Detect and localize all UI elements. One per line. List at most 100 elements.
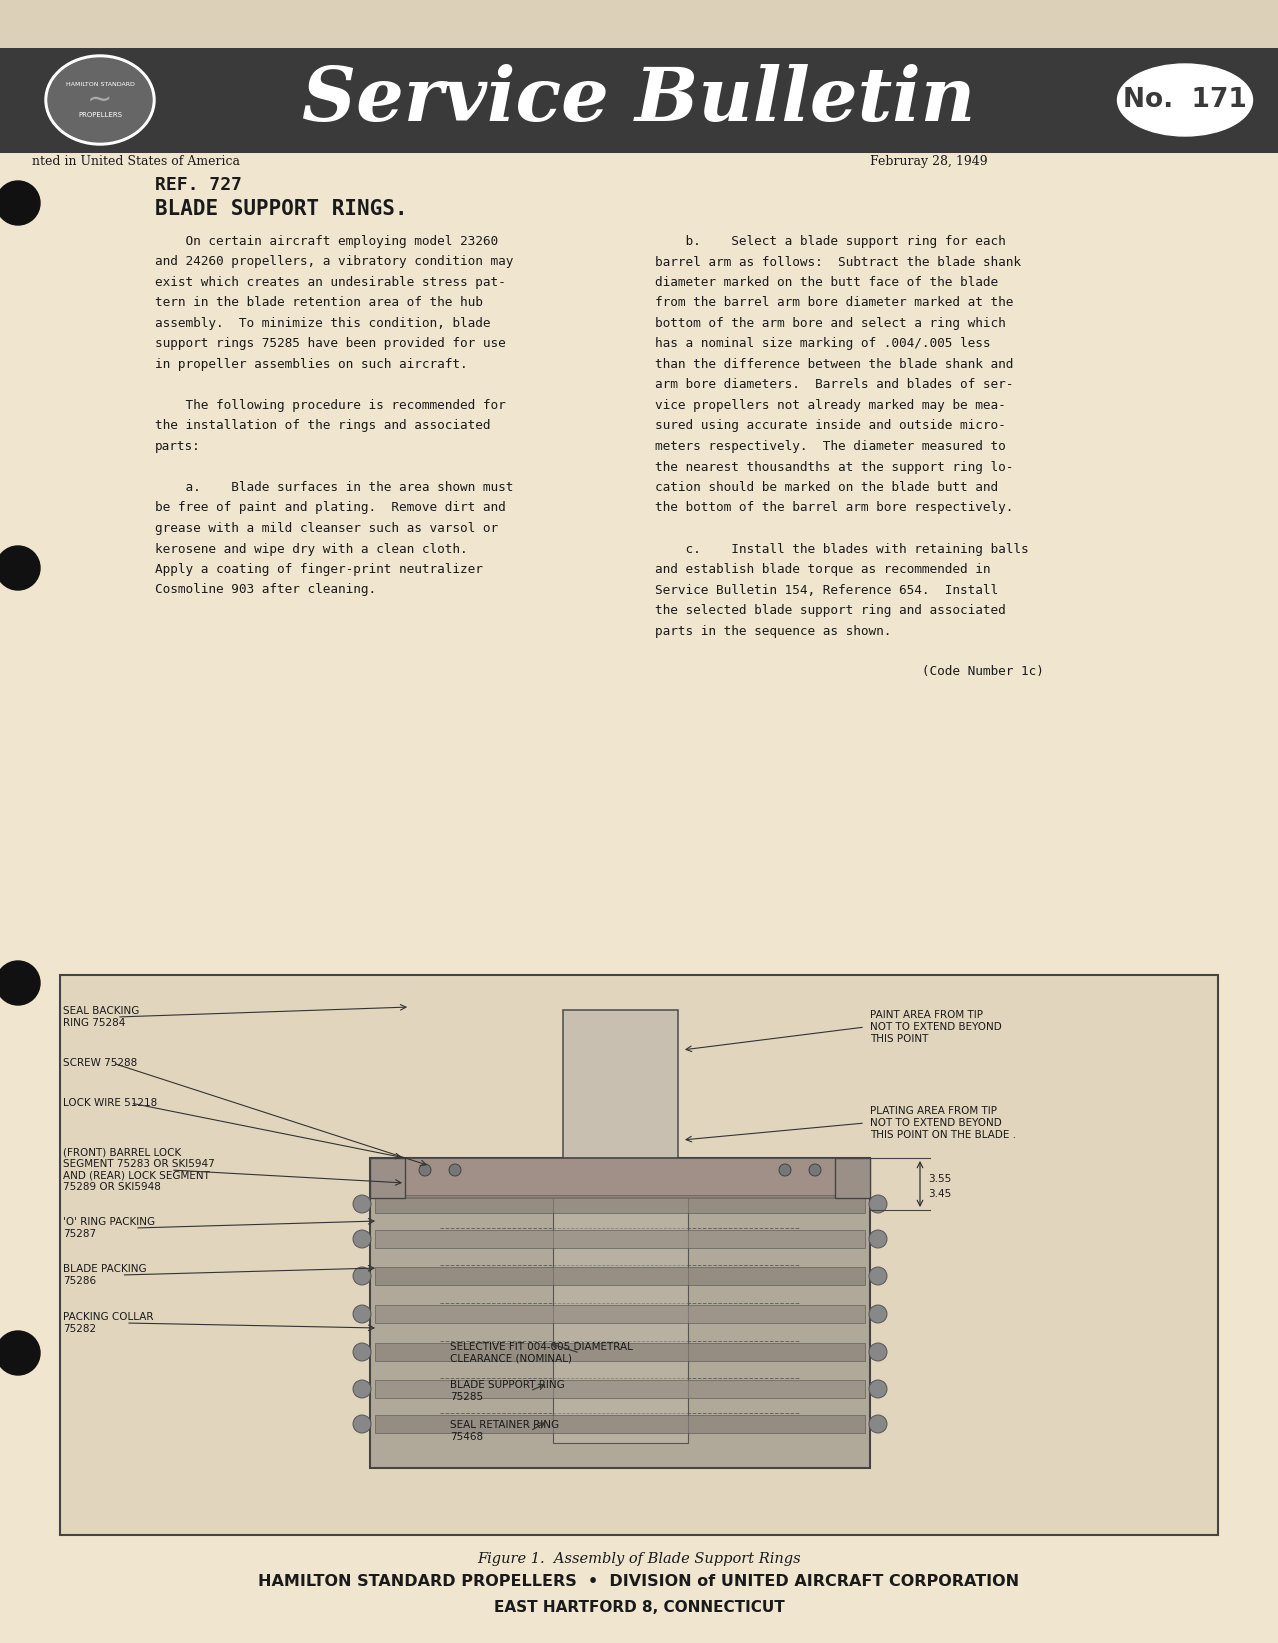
Text: REF. 727: REF. 727 [155,176,242,194]
Text: and establish blade torque as recommended in: and establish blade torque as recommende… [656,564,990,577]
Text: SELECTIVE FIT 004-005 DIAMETRAL
CLEARANCE (NOMINAL): SELECTIVE FIT 004-005 DIAMETRAL CLEARANC… [450,1342,633,1364]
Text: BLADE SUPPORT RING
75285: BLADE SUPPORT RING 75285 [450,1380,565,1401]
Circle shape [869,1231,887,1249]
FancyBboxPatch shape [0,0,1278,48]
Text: Cosmoline 903 after cleaning.: Cosmoline 903 after cleaning. [155,583,376,596]
Text: 3.45: 3.45 [928,1190,951,1199]
Text: exist which creates an undesirable stress pat-: exist which creates an undesirable stres… [155,276,506,289]
Circle shape [449,1163,461,1176]
Text: On certain aircraft employing model 23260: On certain aircraft employing model 2326… [155,235,498,248]
Circle shape [419,1163,431,1176]
FancyBboxPatch shape [374,1231,865,1249]
Circle shape [780,1163,791,1176]
Circle shape [353,1380,371,1398]
Text: grease with a mild cleanser such as varsol or: grease with a mild cleanser such as vars… [155,522,498,536]
Text: parts:: parts: [155,440,201,453]
Text: bottom of the arm bore and select a ring which: bottom of the arm bore and select a ring… [656,317,1006,330]
Circle shape [869,1415,887,1433]
Text: from the barrel arm bore diameter marked at the: from the barrel arm bore diameter marked… [656,296,1013,309]
Text: 'O' RING PACKING
75287: 'O' RING PACKING 75287 [63,1217,155,1239]
Text: sured using accurate inside and outside micro-: sured using accurate inside and outside … [656,419,1006,432]
Text: has a nominal size marking of .004/.005 less: has a nominal size marking of .004/.005 … [656,337,990,350]
Circle shape [353,1194,371,1213]
Text: the bottom of the barrel arm bore respectively.: the bottom of the barrel arm bore respec… [656,501,1013,514]
Text: arm bore diameters.  Barrels and blades of ser-: arm bore diameters. Barrels and blades o… [656,378,1013,391]
Text: be free of paint and plating.  Remove dirt and: be free of paint and plating. Remove dir… [155,501,506,514]
FancyBboxPatch shape [374,1305,865,1323]
FancyBboxPatch shape [400,1158,840,1198]
Text: parts in the sequence as shown.: parts in the sequence as shown. [656,624,891,637]
Text: barrel arm as follows:  Subtract the blade shank: barrel arm as follows: Subtract the blad… [656,256,1021,268]
Circle shape [353,1415,371,1433]
FancyBboxPatch shape [374,1194,865,1213]
Ellipse shape [1117,64,1252,136]
Text: the installation of the rings and associated: the installation of the rings and associ… [155,419,491,432]
Text: (Code Number 1c): (Code Number 1c) [656,665,1044,679]
Text: cation should be marked on the blade butt and: cation should be marked on the blade but… [656,481,998,495]
Text: BLADE PACKING
75286: BLADE PACKING 75286 [63,1263,147,1286]
FancyBboxPatch shape [835,1158,870,1198]
FancyBboxPatch shape [0,48,1278,153]
Text: than the difference between the blade shank and: than the difference between the blade sh… [656,358,1013,371]
Text: Service Bulletin 154, Reference 654.  Install: Service Bulletin 154, Reference 654. Ins… [656,583,998,596]
Circle shape [353,1305,371,1323]
Circle shape [869,1267,887,1285]
FancyBboxPatch shape [371,1158,870,1467]
Text: SCREW 75288: SCREW 75288 [63,1058,137,1068]
Text: the nearest thousandths at the support ring lo-: the nearest thousandths at the support r… [656,460,1013,473]
Text: kerosene and wipe dry with a clean cloth.: kerosene and wipe dry with a clean cloth… [155,542,468,555]
Circle shape [0,1331,40,1375]
FancyBboxPatch shape [371,1158,405,1198]
Circle shape [0,961,40,1006]
Text: nted in United States of America: nted in United States of America [32,154,240,168]
Text: PROPELLERS: PROPELLERS [78,112,121,118]
Text: Service Bulletin: Service Bulletin [303,64,975,136]
Text: a.    Blade surfaces in the area shown must: a. Blade surfaces in the area shown must [155,481,514,495]
Text: Figure 1.  Assembly of Blade Support Rings: Figure 1. Assembly of Blade Support Ring… [477,1553,801,1566]
Text: PLATING AREA FROM TIP
NOT TO EXTEND BEYOND
THIS POINT ON THE BLADE .: PLATING AREA FROM TIP NOT TO EXTEND BEYO… [870,1106,1016,1140]
Text: (FRONT) BARREL LOCK
SEGMENT 75283 OR SKI5947
AND (REAR) LOCK SEGMENT
75289 OR SK: (FRONT) BARREL LOCK SEGMENT 75283 OR SKI… [63,1147,215,1193]
FancyBboxPatch shape [374,1415,865,1433]
Circle shape [353,1342,371,1360]
Text: The following procedure is recommended for: The following procedure is recommended f… [155,399,506,412]
Text: diameter marked on the butt face of the blade: diameter marked on the butt face of the … [656,276,998,289]
Ellipse shape [45,54,155,145]
Text: PACKING COLLAR
75282: PACKING COLLAR 75282 [63,1313,153,1334]
Text: LOCK WIRE 51218: LOCK WIRE 51218 [63,1098,157,1107]
Text: ~: ~ [87,85,112,115]
Text: No.  171: No. 171 [1123,87,1247,113]
Circle shape [0,545,40,590]
Text: EAST HARTFORD 8, CONNECTICUT: EAST HARTFORD 8, CONNECTICUT [493,1600,785,1615]
Text: tern in the blade retention area of the hub: tern in the blade retention area of the … [155,296,483,309]
Text: meters respectively.  The diameter measured to: meters respectively. The diameter measur… [656,440,1006,453]
Text: and 24260 propellers, a vibratory condition may: and 24260 propellers, a vibratory condit… [155,256,514,268]
Circle shape [869,1194,887,1213]
Text: b.    Select a blade support ring for each: b. Select a blade support ring for each [656,235,1006,248]
Text: support rings 75285 have been provided for use: support rings 75285 have been provided f… [155,337,506,350]
Text: SEAL BACKING
RING 75284: SEAL BACKING RING 75284 [63,1006,139,1029]
Circle shape [869,1342,887,1360]
Text: assembly.  To minimize this condition, blade: assembly. To minimize this condition, bl… [155,317,491,330]
FancyBboxPatch shape [374,1380,865,1398]
Text: HAMILTON STANDARD: HAMILTON STANDARD [65,82,134,87]
Circle shape [809,1163,820,1176]
Text: 3.55: 3.55 [928,1175,951,1185]
Text: Februray 28, 1949: Februray 28, 1949 [870,154,988,168]
Ellipse shape [49,58,152,141]
FancyBboxPatch shape [553,1183,688,1443]
Text: HAMILTON STANDARD PROPELLERS  •  DIVISION of UNITED AIRCRAFT CORPORATION: HAMILTON STANDARD PROPELLERS • DIVISION … [258,1574,1020,1589]
Text: SEAL RETAINER RING
75468: SEAL RETAINER RING 75468 [450,1420,560,1443]
Text: in propeller assemblies on such aircraft.: in propeller assemblies on such aircraft… [155,358,468,371]
Circle shape [353,1267,371,1285]
FancyBboxPatch shape [60,974,1218,1535]
Text: vice propellers not already marked may be mea-: vice propellers not already marked may b… [656,399,1006,412]
Text: BLADE SUPPORT RINGS.: BLADE SUPPORT RINGS. [155,199,408,219]
Circle shape [869,1380,887,1398]
FancyBboxPatch shape [374,1342,865,1360]
Circle shape [869,1305,887,1323]
FancyBboxPatch shape [374,1267,865,1285]
Circle shape [0,181,40,225]
Text: c.    Install the blades with retaining balls: c. Install the blades with retaining bal… [656,542,1029,555]
Circle shape [353,1231,371,1249]
Text: Apply a coating of finger-print neutralizer: Apply a coating of finger-print neutrali… [155,564,483,577]
